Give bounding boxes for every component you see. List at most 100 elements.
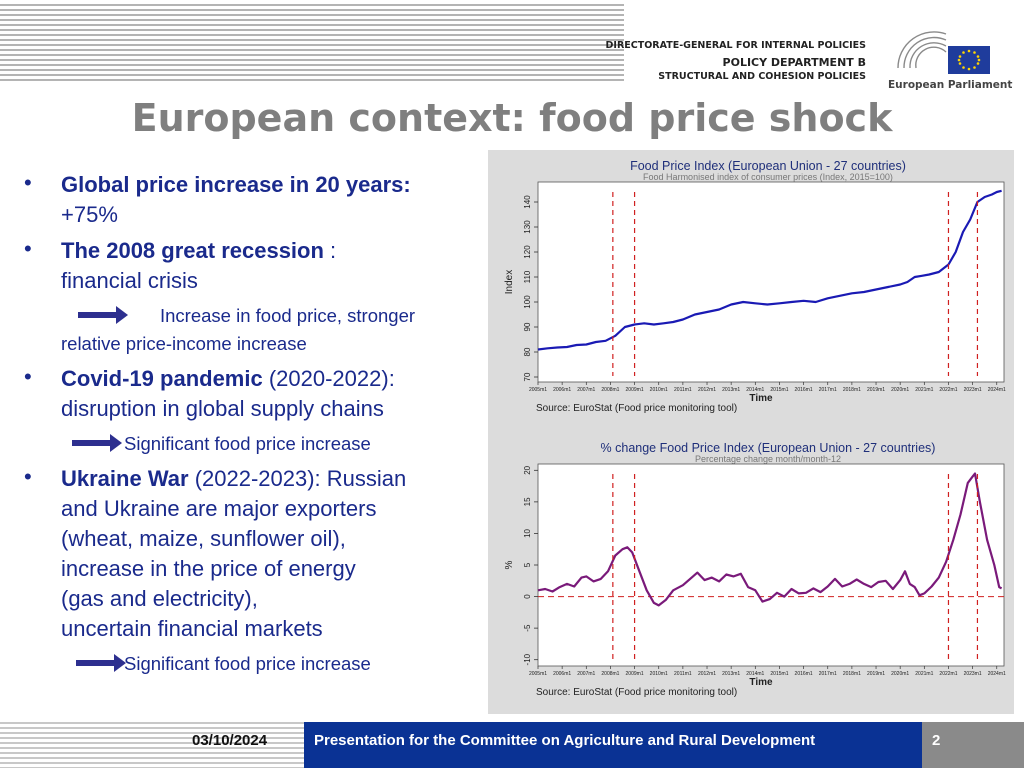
x-tick-label: 2008m1 [601,387,619,393]
structural-policies-label: STRUCTURAL AND COHESION POLICIES [658,71,866,82]
bullet-heading: Ukraine War [61,466,189,491]
series-line [537,472,1003,607]
page-number: 2 [932,732,941,749]
x-tick-label: 2011m1 [674,387,692,393]
page-number-box [922,722,1024,768]
x-tick-label: 2006m1 [553,671,571,677]
x-tick-label: 2020m1 [891,671,909,677]
x-tick-label: 2012m1 [698,387,716,393]
x-tick-label: 2012m1 [698,671,716,677]
x-tick-label: 2022m1 [939,387,957,393]
plot-area [537,181,1005,383]
x-tick-label: 2008m1 [601,671,619,677]
bullet-text: (2022-2023): Russian [188,466,407,491]
x-tick-label: 2014m1 [746,387,764,393]
chart-title: Food Price Index (European Union - 27 co… [630,159,906,173]
y-tick-label: 120 [523,245,532,259]
bullet-text: : [323,238,337,263]
food-price-charts: Food Price Index (European Union - 27 co… [504,159,1006,698]
directorate-label: DIRECTORATE-GENERAL FOR INTERNAL POLICIE… [605,40,866,51]
x-tick-label: 2013m1 [722,671,740,677]
x-tick-label: 2009m1 [626,387,644,393]
x-axis-label: Time [749,677,773,688]
x-tick-label: 2005m1 [529,387,547,393]
chart-source: Source: EuroStat (Food price monitoring … [536,687,737,698]
x-tick-label: 2015m1 [770,387,788,393]
x-tick-label: 2019m1 [867,671,885,677]
chart-source: Source: EuroStat (Food price monitoring … [536,403,737,414]
y-tick-label: 140 [523,195,532,209]
x-tick-label: 2007m1 [577,387,595,393]
y-axis-label: % [504,560,515,569]
chart-subtitle: Percentage change month/month-12 [695,454,841,464]
x-tick-label: 2010m1 [650,387,668,393]
x-tick-label: 2009m1 [626,671,644,677]
y-tick-label: 15 [523,497,532,506]
sub-point-text: relative price-income increase [61,333,307,354]
bullet-text: and Ukraine are major exporters [61,496,377,521]
x-tick-label: 2021m1 [915,387,933,393]
plot-area [537,463,1005,667]
x-tick-label: 2021m1 [915,671,933,677]
bullet-dot-icon: • [24,170,32,195]
x-tick-label: 2007m1 [577,671,595,677]
bullet-heading: Global price increase in 20 years: [61,172,411,197]
european-parliament-label: European Parliament [888,79,1013,91]
bullet-list: • Global price increase in 20 years: +75… [22,170,484,684]
bullet-great-recession: • The 2008 great recession : financial c… [22,236,484,296]
presentation-title: Presentation for the Committee on Agricu… [314,732,816,749]
right-arrow-icon [76,654,126,673]
y-tick-label: 20 [523,465,532,474]
y-tick-label: 80 [523,347,532,356]
y-axis-label: Index [504,270,515,294]
right-arrow-icon [78,306,128,325]
bullet-text: financial crisis [61,268,198,293]
bullet-dot-icon: • [24,236,32,261]
x-axis-label: Time [749,393,773,404]
x-tick-label: 2017m1 [819,387,837,393]
bullet-text: (wheat, maize, sunflower oil), [61,526,346,551]
sub-point-covid: Significant food price increase [22,430,484,458]
x-tick-label: 2018m1 [843,387,861,393]
bullet-dot-icon: • [24,464,32,489]
bullet-ukraine-war: • Ukraine War (2022-2023): Russian and U… [22,464,484,644]
x-tick-label: 2014m1 [746,671,764,677]
sub-point-text: Significant food price increase [124,653,371,674]
bullet-heading: Covid-19 pandemic [61,366,263,391]
chart-title: % change Food Price Index (European Unio… [601,441,936,455]
right-arrow-icon [72,434,122,453]
y-tick-label: 5 [523,562,532,567]
chart-subtitle: Food Harmonised index of consumer prices… [643,172,893,182]
x-tick-label: 2005m1 [529,671,547,677]
slide-title: European context: food price shock [131,96,893,140]
presentation-date: 03/10/2024 [192,732,268,749]
y-tick-label: 90 [523,322,532,331]
footer-banner [304,722,922,768]
y-tick-label: 10 [523,528,532,537]
x-tick-label: 2020m1 [891,387,909,393]
y-tick-label: -5 [523,624,532,632]
y-tick-label: 110 [523,270,532,283]
y-tick-label: -10 [523,653,532,665]
bullet-heading: The 2008 great recession [61,238,324,263]
y-tick-label: 100 [523,295,532,309]
bullet-text: +75% [61,202,118,227]
x-tick-label: 2023m1 [964,671,982,677]
x-tick-label: 2006m1 [553,387,571,393]
header-stripes [0,4,624,84]
y-tick-label: 130 [523,220,532,234]
x-tick-label: 2016m1 [795,387,813,393]
sub-point-text: Increase in food price, stronger [160,305,416,326]
bullet-text: (gas and electricity), [61,586,258,611]
x-tick-label: 2024m1 [988,671,1006,677]
charts-panel: Food Price Index (European Union - 27 co… [488,150,1014,714]
bullet-covid: • Covid-19 pandemic (2020-2022): disrupt… [22,364,484,424]
sub-point-recession: Increase in food price, stronger relativ… [22,302,484,358]
x-tick-label: 2011m1 [674,671,692,677]
bullet-text: uncertain financial markets [61,616,323,641]
european-parliament-logo-icon [897,31,990,74]
x-tick-label: 2015m1 [770,671,788,677]
x-tick-label: 2018m1 [843,671,861,677]
x-tick-label: 2013m1 [722,387,740,393]
y-tick-label: 0 [523,594,532,599]
